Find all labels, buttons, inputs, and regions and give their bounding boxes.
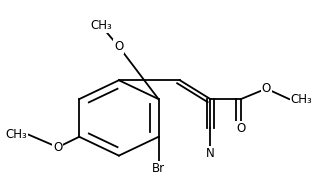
Text: CH₃: CH₃: [6, 128, 28, 141]
Text: Br: Br: [152, 162, 165, 175]
Text: O: O: [262, 82, 271, 95]
Text: O: O: [53, 141, 62, 154]
Text: CH₃: CH₃: [90, 19, 112, 32]
Text: N: N: [206, 147, 215, 160]
Text: O: O: [114, 40, 124, 53]
Text: CH₃: CH₃: [291, 93, 312, 106]
Text: O: O: [236, 122, 245, 135]
